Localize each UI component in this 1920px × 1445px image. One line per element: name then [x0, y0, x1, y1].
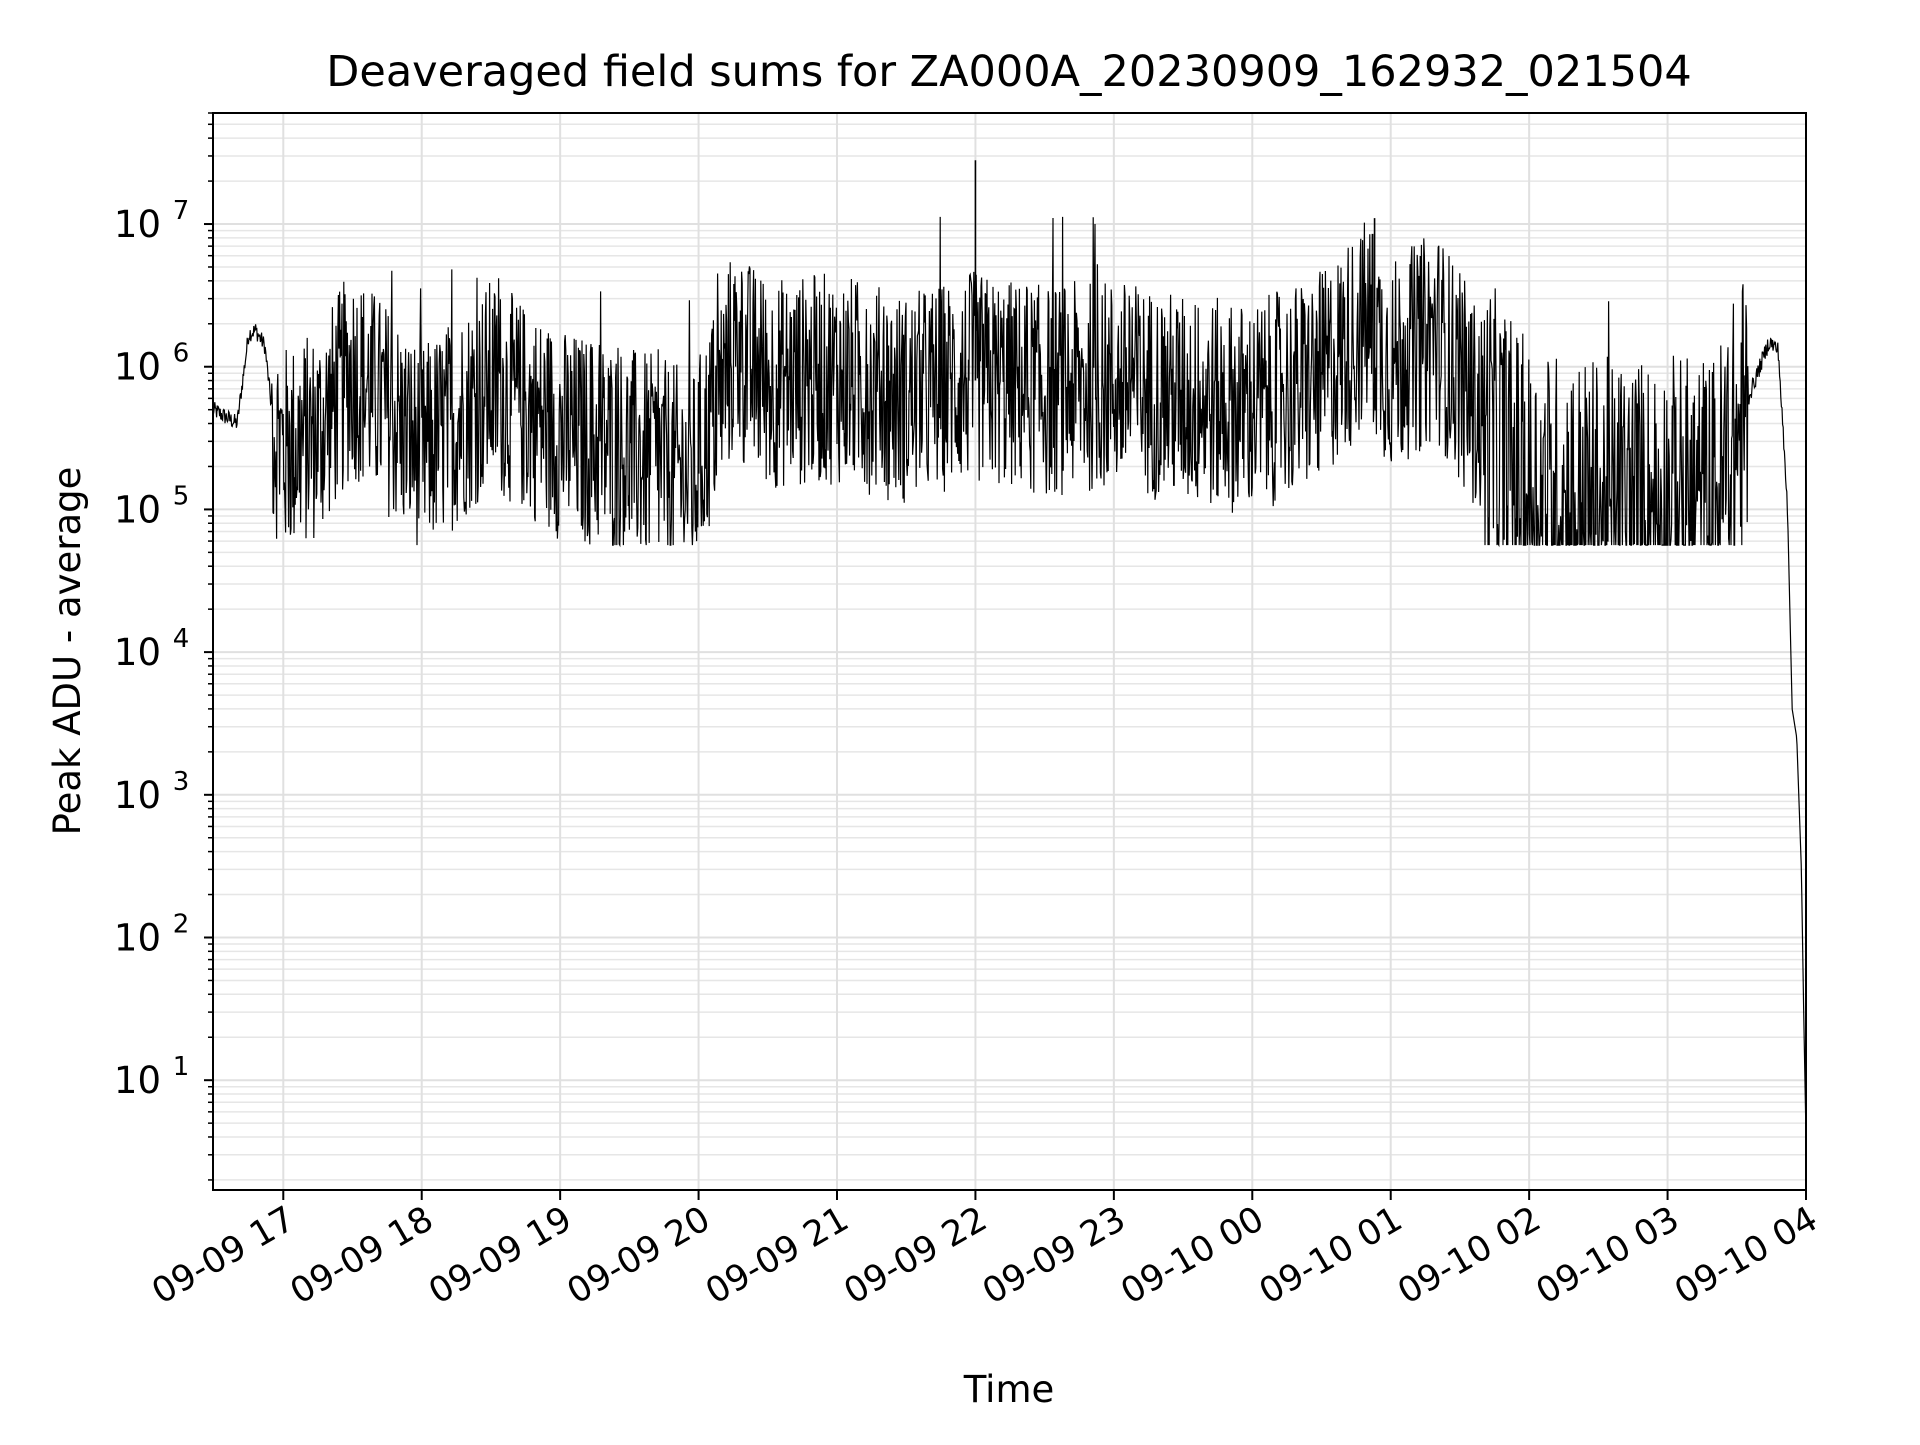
y-tick-label-base: 10	[114, 1059, 161, 1102]
y-tick-label-exponent: 3	[173, 767, 190, 797]
x-axis-label: Time	[963, 1368, 1055, 1411]
y-tick-label: 10	[114, 916, 161, 959]
y-axis-label: Peak ADU - average	[46, 467, 89, 836]
y-tick-label: 10	[114, 346, 161, 389]
plot-area	[212, 160, 1807, 1138]
y-tick-label-base: 10	[114, 774, 161, 817]
y-tick-label-base: 10	[114, 203, 161, 246]
y-tick-label: 10	[114, 631, 161, 674]
y-tick-label-exponent: 7	[173, 196, 190, 226]
y-tick-label-base: 10	[114, 346, 161, 389]
y-tick-label: 10	[114, 1059, 161, 1102]
y-tick-label-base: 10	[114, 488, 161, 531]
y-tick-label: 10	[114, 488, 161, 531]
y-tick-label: 10	[114, 774, 161, 817]
series-line	[212, 216, 1807, 1138]
y-tick-label-exponent: 1	[173, 1052, 190, 1082]
y-tick-label-exponent: 5	[173, 481, 190, 511]
y-tick-label-exponent: 4	[173, 624, 190, 654]
y-tick-label-base: 10	[114, 916, 161, 959]
y-tick-label: 10	[114, 203, 161, 246]
y-tick-label-exponent: 6	[173, 339, 190, 369]
y-tick-label-base: 10	[114, 631, 161, 674]
grid	[213, 112, 1807, 1190]
y-tick-label-exponent: 2	[173, 909, 190, 939]
chart-title: Deaveraged field sums for ZA000A_2023090…	[326, 47, 1691, 97]
